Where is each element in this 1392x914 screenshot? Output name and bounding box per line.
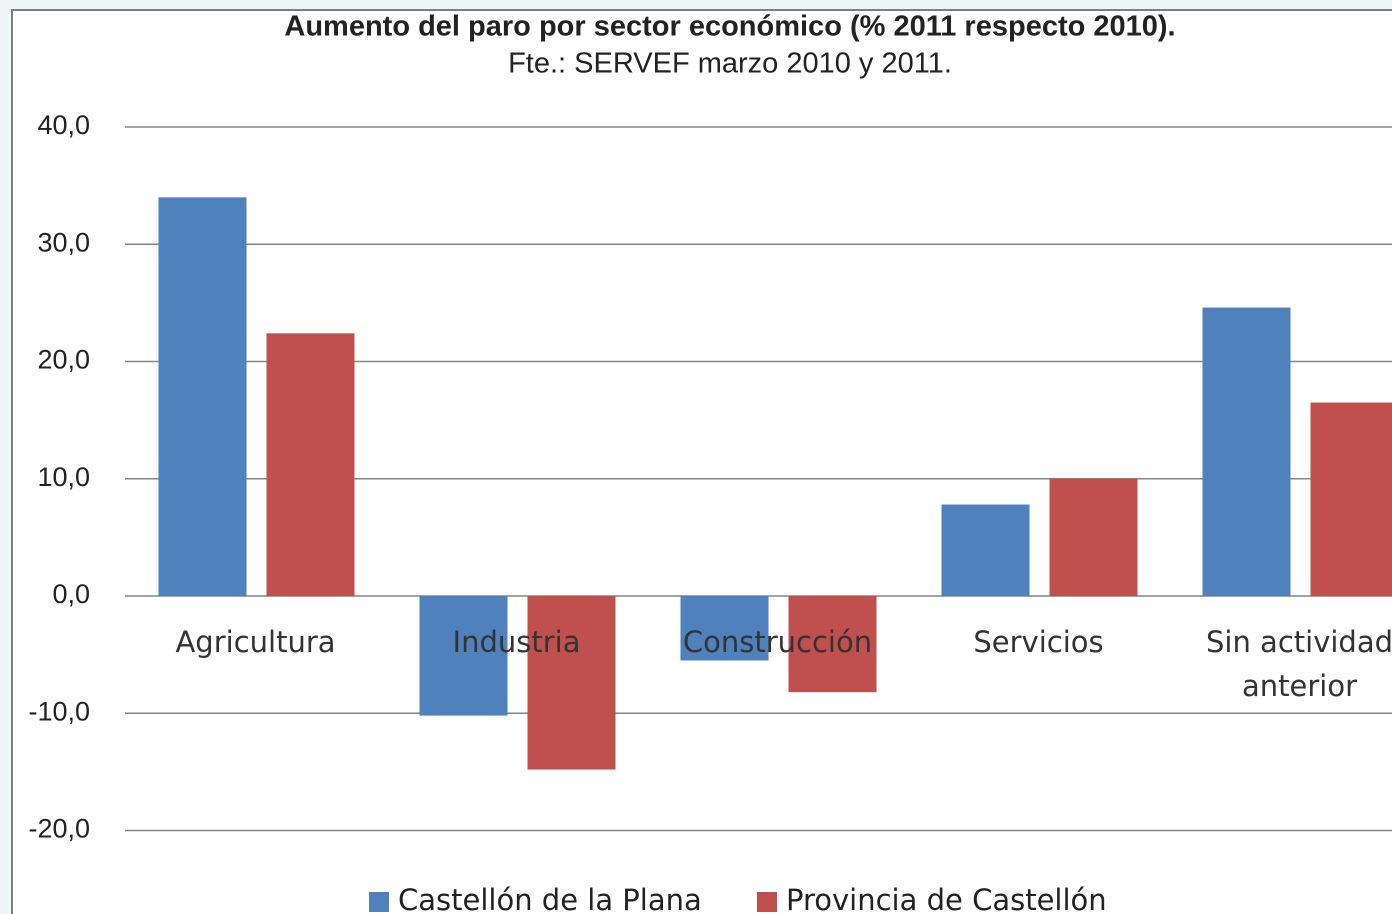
y-tick-label: 30,0 <box>37 227 90 257</box>
x-tick-label: Industria <box>452 625 581 659</box>
legend-label: Provincia de Castellón <box>786 883 1107 914</box>
bar <box>941 504 1030 596</box>
bar <box>1310 402 1392 596</box>
x-tick-label: Construcción <box>682 625 873 659</box>
x-tick-label: Servicios <box>973 625 1104 659</box>
y-tick-label: 20,0 <box>37 345 90 375</box>
x-tick-label: Agricultura <box>175 625 336 659</box>
y-tick-label: -20,0 <box>28 814 90 844</box>
legend-swatch <box>757 892 777 912</box>
chart-subtitle: Fte.: SERVEF marzo 2010 y 2011. <box>508 48 952 80</box>
bar <box>266 333 355 596</box>
y-tick-label: 40,0 <box>37 110 90 140</box>
y-tick-label: 10,0 <box>37 462 90 492</box>
legend-label: Castellón de la Plana <box>398 883 702 914</box>
legend-swatch <box>369 892 389 912</box>
bar <box>158 197 247 596</box>
bar <box>527 596 616 770</box>
bar <box>788 596 877 693</box>
bar <box>1049 478 1138 596</box>
chart-title: Aumento del paro por sector económico (%… <box>284 11 1175 43</box>
y-tick-label: 0,0 <box>52 579 90 609</box>
bar <box>1202 307 1291 596</box>
bar <box>419 596 508 716</box>
bar <box>680 596 769 661</box>
x-tick-label: Sin actividad anterior <box>1205 625 1392 703</box>
y-tick-label: -10,0 <box>28 696 90 726</box>
